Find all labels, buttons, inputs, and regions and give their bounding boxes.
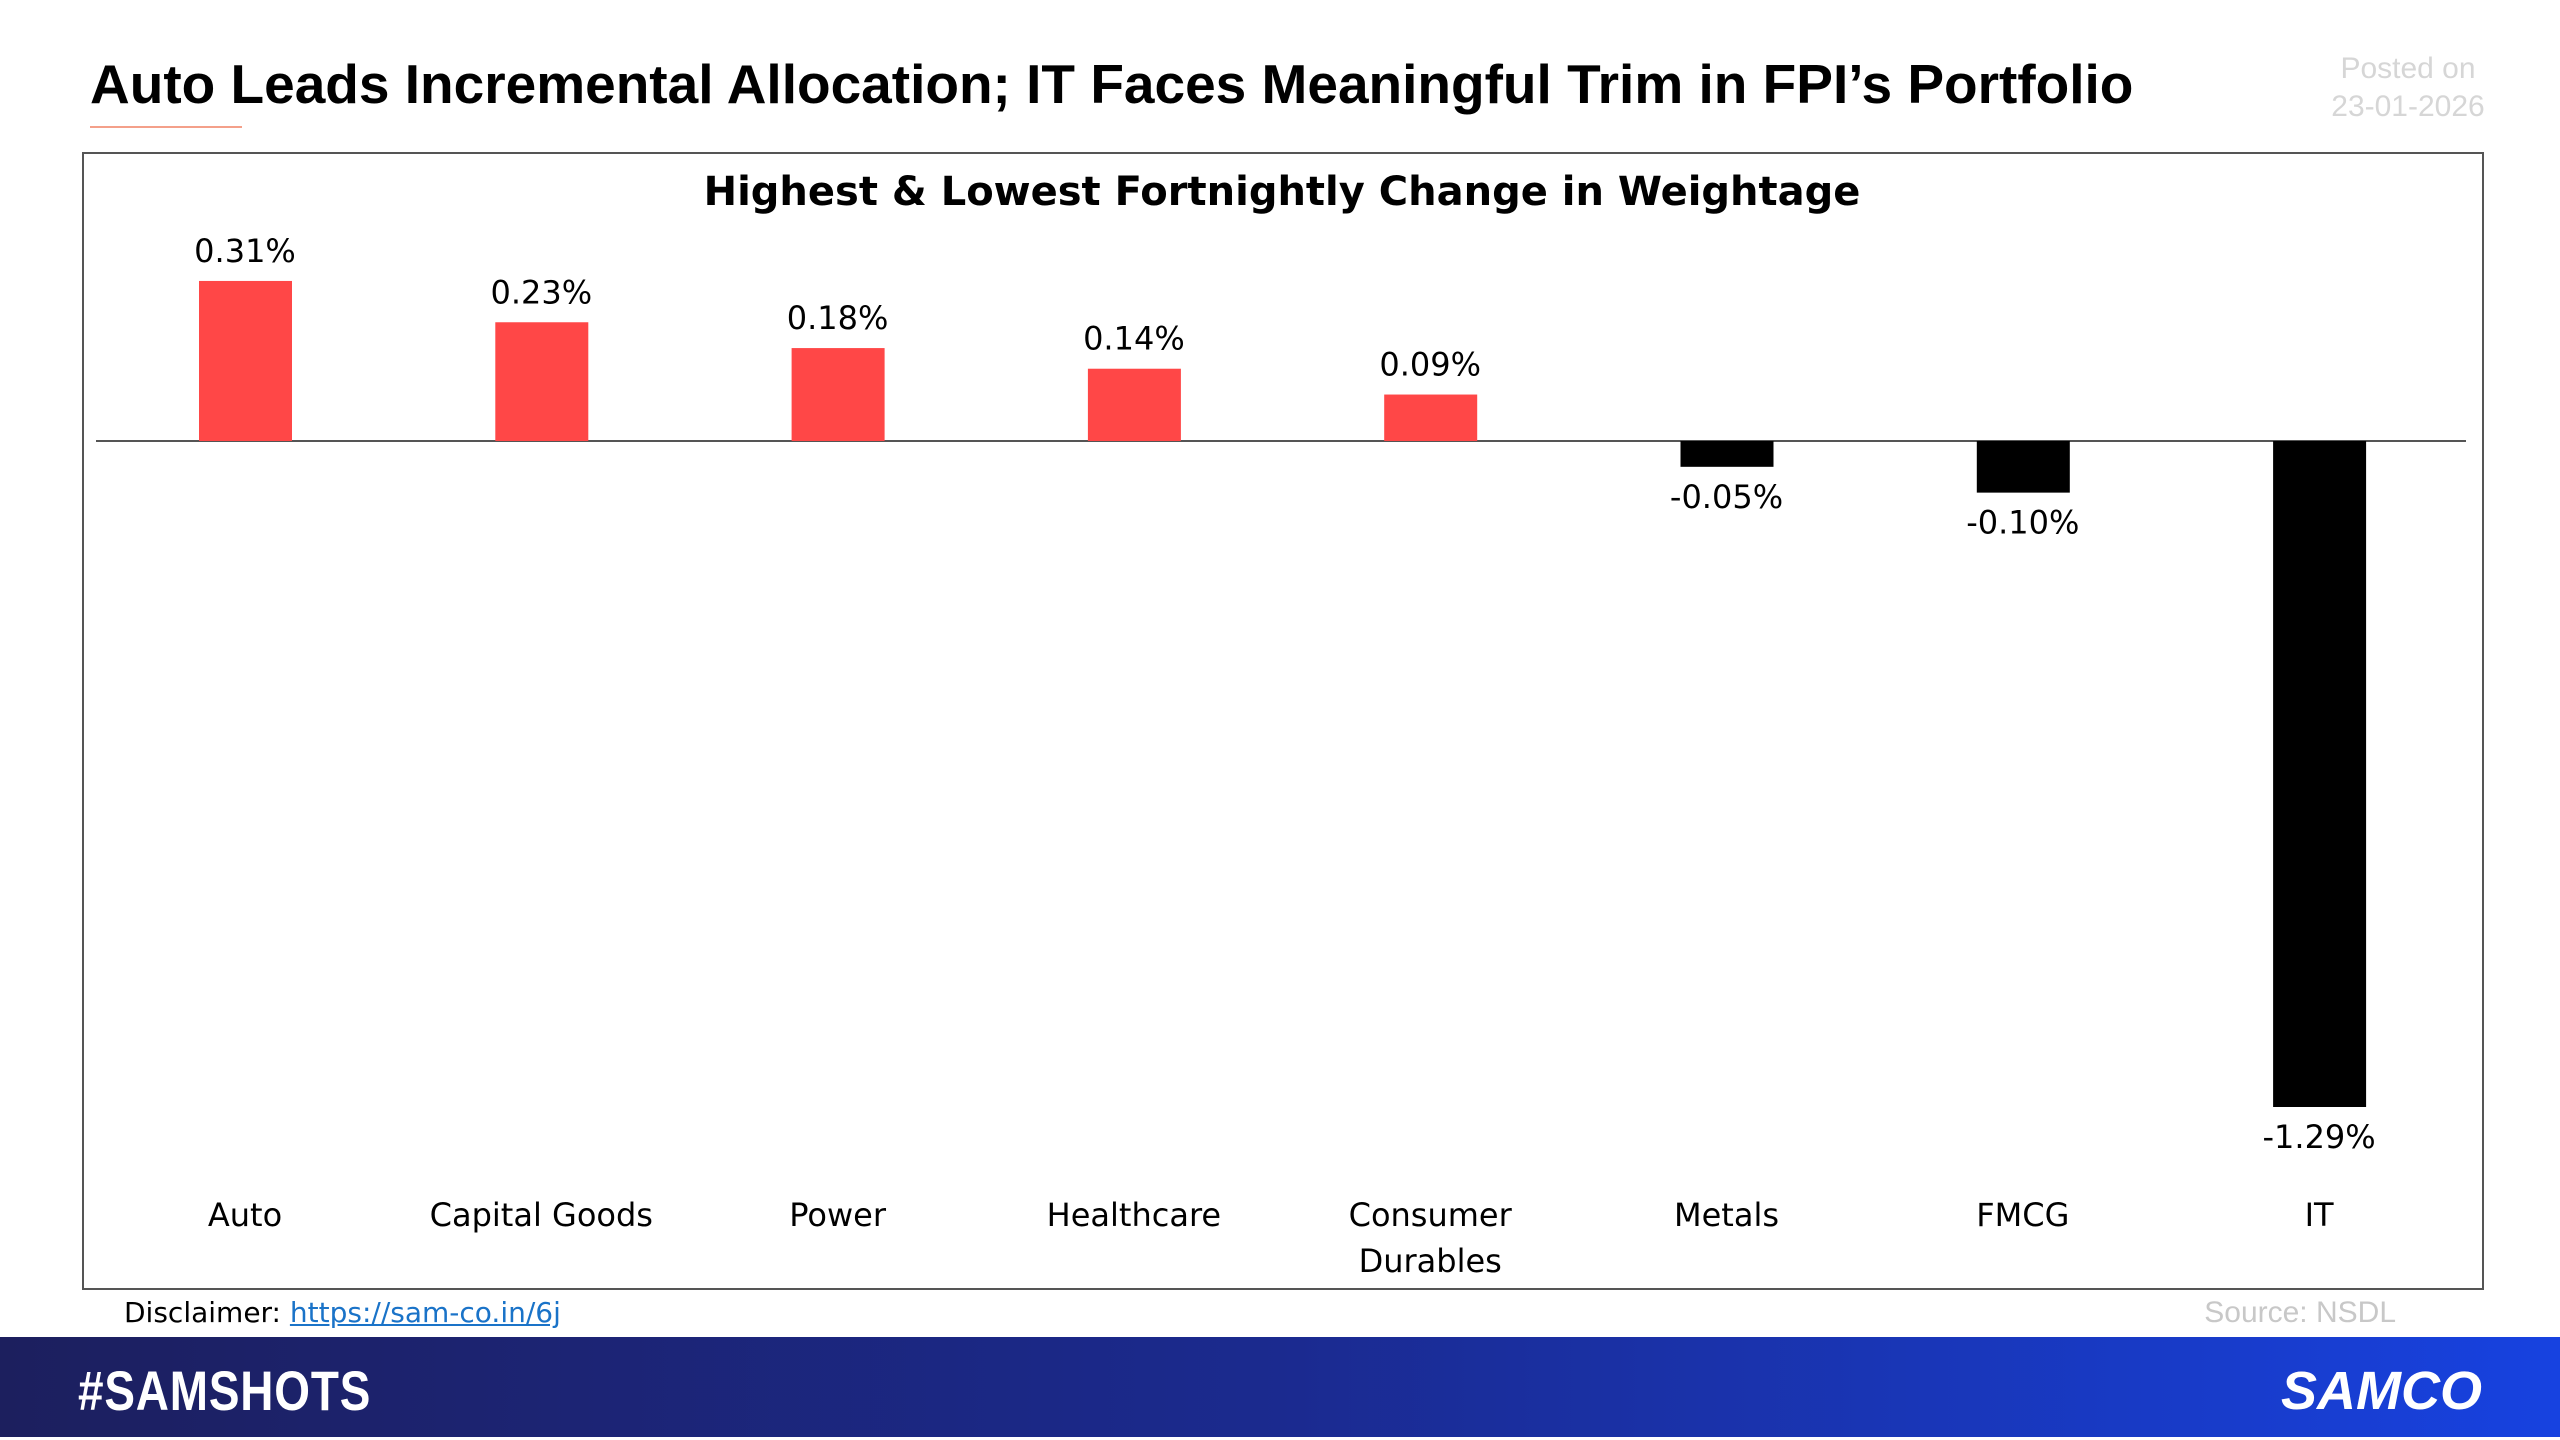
title-underline xyxy=(90,126,242,128)
source: Source: NSDL xyxy=(2204,1296,2396,1329)
x-tick-label: IT xyxy=(2304,1196,2334,1234)
data-label: 0.09% xyxy=(1379,346,1481,384)
data-label: 0.23% xyxy=(490,273,592,311)
bar xyxy=(1087,368,1181,441)
data-label: -0.05% xyxy=(1670,478,1783,516)
bar xyxy=(199,280,292,441)
bar xyxy=(1384,394,1478,441)
x-tick-label: Power xyxy=(789,1196,886,1234)
data-label: 0.31% xyxy=(194,232,296,270)
x-tick-label: Auto xyxy=(207,1196,283,1234)
x-tick-label: Metals xyxy=(1673,1196,1779,1234)
page-title: Auto Leads Incremental Allocation; IT Fa… xyxy=(90,53,2134,115)
x-tick-label: Consumer Durables xyxy=(1348,1196,1512,1280)
x-tick-label: FMCG xyxy=(1976,1196,2070,1234)
disclaimer-label: Disclaimer: xyxy=(124,1296,281,1329)
bar xyxy=(791,348,885,441)
brand-logo: SAMCO xyxy=(2281,1361,2482,1421)
disclaimer: Disclaimer: https://sam-co.in/6j xyxy=(124,1296,561,1329)
disclaimer-link[interactable]: https://sam-co.in/6j xyxy=(289,1296,561,1329)
bar xyxy=(495,322,589,441)
hashtag: #SAMSHOTS xyxy=(78,1359,372,1422)
bar xyxy=(1680,441,1774,467)
data-label: 0.14% xyxy=(1083,320,1185,358)
x-tick-label: Capital Goods xyxy=(429,1196,653,1234)
posted-date: 23-01-2026 xyxy=(2331,90,2485,123)
bar xyxy=(2273,441,2367,1107)
data-label: 0.18% xyxy=(787,299,889,337)
chart-title: Highest & Lowest Fortnightly Change in W… xyxy=(704,169,1861,215)
bar xyxy=(1976,441,2070,493)
data-label: -1.29% xyxy=(2262,1118,2375,1156)
posted-label: Posted on xyxy=(2340,52,2476,85)
chart-frame xyxy=(82,152,2484,1290)
footer-band xyxy=(0,1337,2560,1437)
x-tick-label: Healthcare xyxy=(1046,1196,1222,1234)
data-label: -0.10% xyxy=(1966,504,2079,542)
